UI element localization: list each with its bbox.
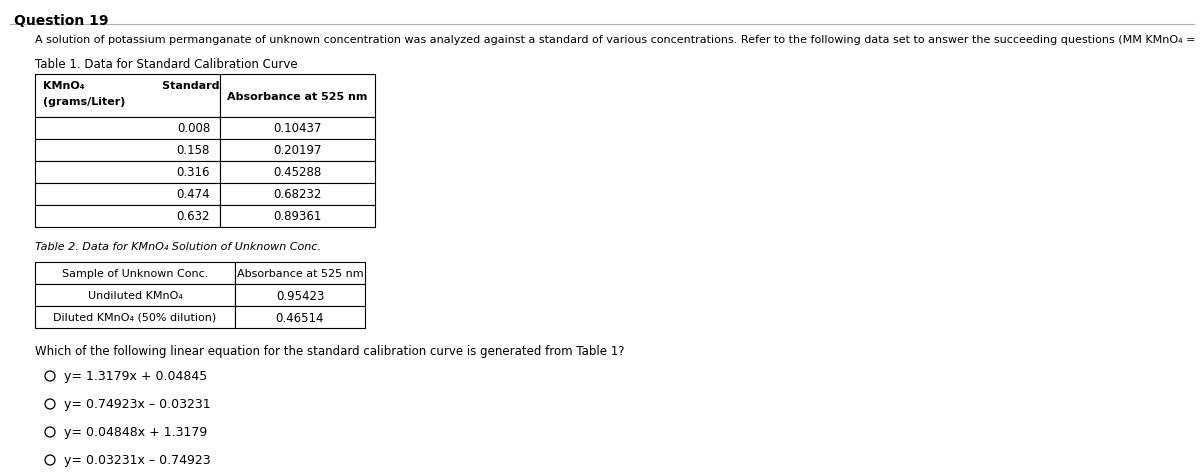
Bar bbox=[220, 140, 374, 162]
Text: Sample of Unknown Conc.: Sample of Unknown Conc. bbox=[62, 268, 208, 278]
Text: Table 2. Data for KMnO₄ Solution of Unknown Conc.: Table 2. Data for KMnO₄ Solution of Unkn… bbox=[35, 241, 320, 251]
Bar bbox=[35, 118, 220, 140]
Text: 0.68232: 0.68232 bbox=[274, 188, 322, 201]
Bar bbox=[35, 140, 220, 162]
Text: 0.46514: 0.46514 bbox=[276, 311, 324, 324]
Bar bbox=[235, 262, 365, 284]
Bar bbox=[220, 75, 374, 118]
Text: 0.95423: 0.95423 bbox=[276, 289, 324, 302]
Text: Table 1. Data for Standard Calibration Curve: Table 1. Data for Standard Calibration C… bbox=[35, 58, 298, 71]
Text: Question 19: Question 19 bbox=[14, 14, 108, 28]
Text: A solution of potassium permanganate of unknown concentration was analyzed again: A solution of potassium permanganate of … bbox=[35, 35, 1200, 45]
Text: 0.20197: 0.20197 bbox=[274, 144, 322, 157]
Bar bbox=[220, 184, 374, 206]
Text: 0.474: 0.474 bbox=[176, 188, 210, 201]
Bar bbox=[35, 75, 220, 118]
Bar bbox=[235, 307, 365, 328]
Bar bbox=[35, 162, 220, 184]
Text: (grams/Liter): (grams/Liter) bbox=[43, 97, 125, 107]
Bar bbox=[235, 284, 365, 307]
Text: y= 0.03231x – 0.74923: y= 0.03231x – 0.74923 bbox=[64, 454, 211, 466]
Text: 0.632: 0.632 bbox=[176, 210, 210, 223]
Bar bbox=[220, 206, 374, 228]
Text: 0.158: 0.158 bbox=[176, 144, 210, 157]
Text: Which of the following linear equation for the standard calibration curve is gen: Which of the following linear equation f… bbox=[35, 344, 624, 357]
Text: 0.316: 0.316 bbox=[176, 166, 210, 179]
Text: 0.10437: 0.10437 bbox=[274, 122, 322, 135]
Bar bbox=[35, 206, 220, 228]
Text: Absorbance at 525 nm: Absorbance at 525 nm bbox=[227, 91, 367, 101]
Text: 0.008: 0.008 bbox=[176, 122, 210, 135]
Text: Absorbance at 525 nm: Absorbance at 525 nm bbox=[236, 268, 364, 278]
Text: 0.89361: 0.89361 bbox=[274, 210, 322, 223]
Text: y= 1.3179x + 0.04845: y= 1.3179x + 0.04845 bbox=[64, 370, 208, 383]
Text: KMnO₄                    Standard: KMnO₄ Standard bbox=[43, 81, 220, 91]
Text: y= 0.74923x – 0.03231: y= 0.74923x – 0.03231 bbox=[64, 397, 211, 411]
Bar bbox=[35, 284, 235, 307]
Bar bbox=[220, 162, 374, 184]
Bar bbox=[35, 184, 220, 206]
Text: 0.45288: 0.45288 bbox=[274, 166, 322, 179]
Text: y= 0.04848x + 1.3179: y= 0.04848x + 1.3179 bbox=[64, 426, 208, 438]
Text: Undiluted KMnO₄: Undiluted KMnO₄ bbox=[88, 290, 182, 300]
Text: Diluted KMnO₄ (50% dilution): Diluted KMnO₄ (50% dilution) bbox=[53, 312, 217, 322]
Bar bbox=[35, 307, 235, 328]
Bar bbox=[220, 118, 374, 140]
Bar bbox=[35, 262, 235, 284]
